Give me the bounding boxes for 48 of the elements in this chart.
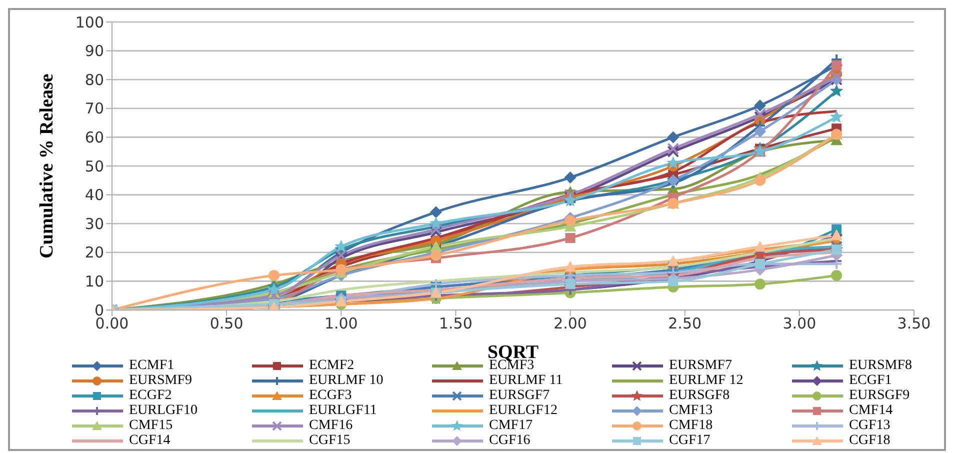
y-tick-label: 30 xyxy=(84,214,104,233)
legend-label: CGF17 xyxy=(669,433,710,448)
legend-label: CMF13 xyxy=(669,403,713,418)
legend-label: EURLMF 10 xyxy=(309,373,384,388)
x-tick-label: 0.00 xyxy=(95,314,129,333)
legend-label: CGF15 xyxy=(309,433,350,448)
legend-label: EURLMF 12 xyxy=(669,373,744,388)
legend-label: EURSMF9 xyxy=(129,373,192,388)
x-tick-label: 1.00 xyxy=(324,314,358,333)
legend-label: CGF13 xyxy=(849,418,890,433)
x-tick-label: 2.00 xyxy=(554,314,587,333)
legend-label: CGF18 xyxy=(849,433,890,448)
legend-label: CMF15 xyxy=(129,418,173,433)
legend-label: ECGF3 xyxy=(309,388,352,403)
y-tick-label: 100 xyxy=(75,13,104,32)
legend-label: ECMF1 xyxy=(129,358,174,373)
legend-label: EURSMF8 xyxy=(849,358,912,373)
y-tick-label: 50 xyxy=(84,157,104,176)
x-tick-label: 1.50 xyxy=(439,314,472,333)
y-tick-label: 90 xyxy=(84,42,104,60)
legend-label: EURLGF12 xyxy=(489,403,558,418)
y-tick-label: 60 xyxy=(84,128,104,147)
y-tick-label: 40 xyxy=(84,186,104,204)
y-tick-label: 70 xyxy=(84,100,104,118)
x-tick-label: 3.00 xyxy=(782,314,816,333)
x-tick-label: 3.50 xyxy=(897,314,931,333)
legend-label: EURSGF8 xyxy=(669,388,730,403)
legend-label: EURLGF10 xyxy=(129,403,198,418)
legend-label: EURLGF11 xyxy=(309,403,377,418)
y-axis-title: Cumulative % Release xyxy=(36,74,58,258)
legend-label: CGF16 xyxy=(489,433,530,448)
y-tick-label: 20 xyxy=(84,244,104,262)
legend-label: EURSGF7 xyxy=(489,388,550,403)
legend-label: EURSMF7 xyxy=(669,358,732,373)
legend-label: ECGF1 xyxy=(849,373,892,388)
legend-label: CMF17 xyxy=(489,418,533,433)
y-tick-label: 80 xyxy=(84,70,104,89)
y-tick-label: 10 xyxy=(84,272,104,291)
legend-label: CMF18 xyxy=(669,418,713,433)
x-tick-label: 0.50 xyxy=(210,314,244,333)
legend-label: ECMF2 xyxy=(309,358,354,373)
legend-label: EURSGF9 xyxy=(849,388,910,403)
legend-label: ECGF2 xyxy=(129,388,172,403)
legend-label: EURLMF 11 xyxy=(489,373,563,388)
x-tick-label: 2.50 xyxy=(668,314,702,333)
legend-label: CGF14 xyxy=(129,433,170,448)
legend-label: CMF16 xyxy=(309,418,353,433)
legend-label: CMF14 xyxy=(849,403,893,418)
